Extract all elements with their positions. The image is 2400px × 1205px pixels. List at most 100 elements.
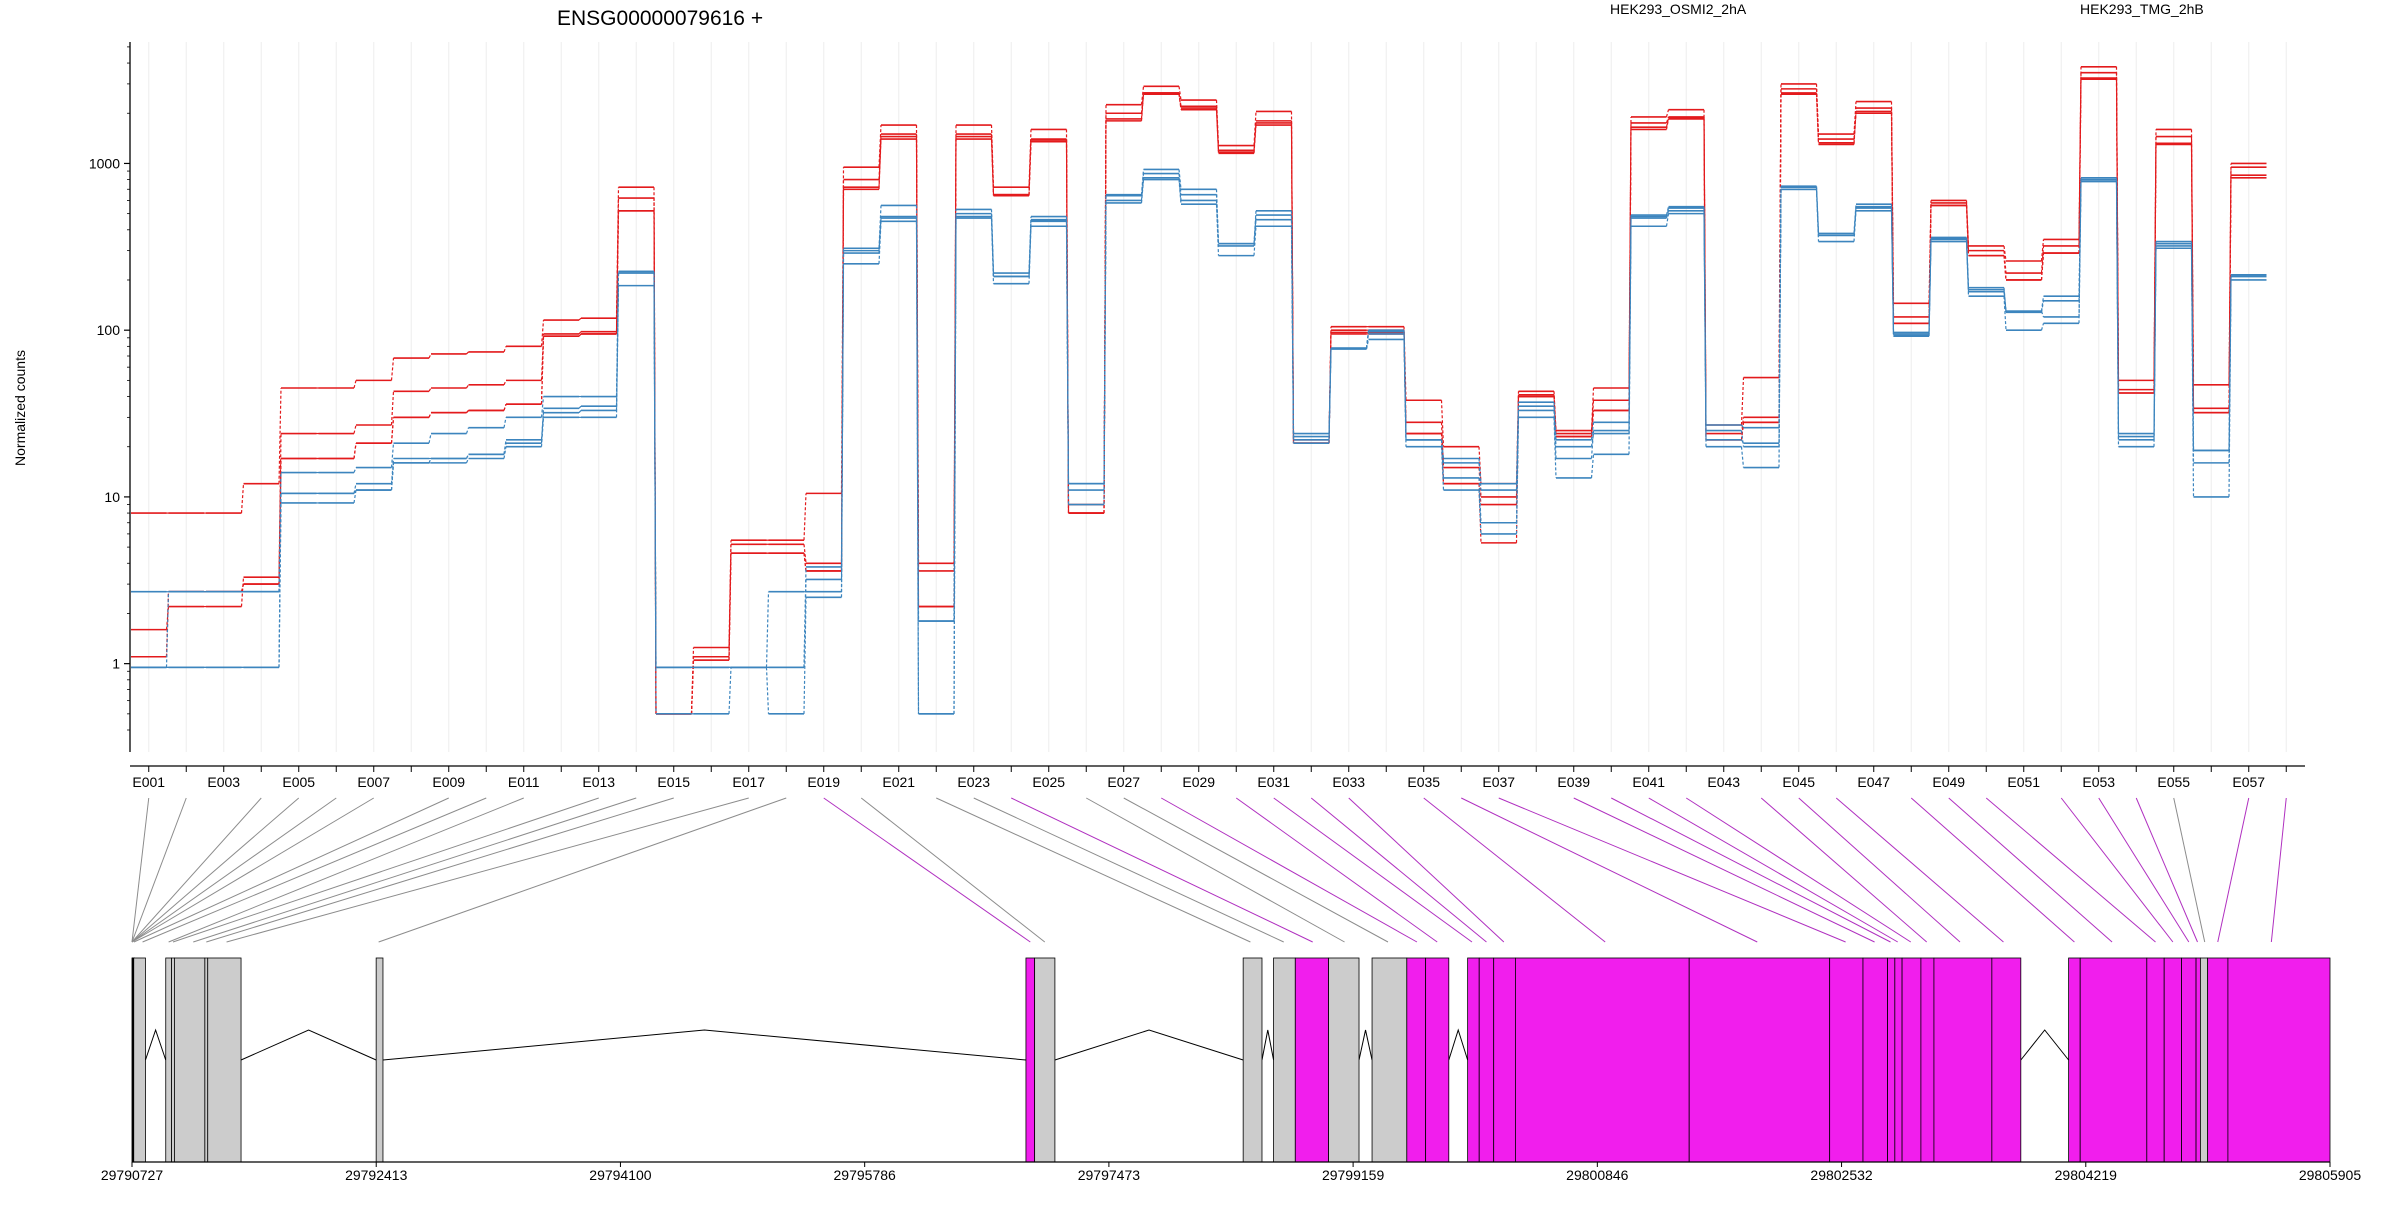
exon-link-33 <box>1685 797 1912 943</box>
series-8-connector-e018 <box>803 597 807 714</box>
series-7-connector-e010 <box>503 446 507 459</box>
exon-link-2 <box>131 797 187 943</box>
series-6-connector-e017 <box>765 591 770 668</box>
x-tick-label-e031: E031 <box>1257 774 1290 790</box>
series-8-connector-e007 <box>390 462 395 491</box>
gene-model-exon-43 <box>2207 957 2229 1163</box>
series-5-connector-e007 <box>390 458 395 484</box>
series-8-connector-e033 <box>1365 330 1370 349</box>
x-tick-label-e041: E041 <box>1632 774 1665 790</box>
series-8-connector-e014 <box>653 273 657 714</box>
gene-model-exon-42 <box>2199 957 2209 1163</box>
exon-link-1 <box>131 797 150 943</box>
series-8-connector-e034 <box>1403 330 1407 440</box>
gene-model-exon-15 <box>1034 957 1056 1163</box>
exon-link-18 <box>973 797 1284 943</box>
coordinate-label-29792413: 29792413 <box>345 1167 408 1183</box>
series-6-connector-e001 <box>165 591 170 668</box>
series-4-connector-e008 <box>428 412 432 418</box>
exon-link-38 <box>1948 797 2113 943</box>
series-8-connector-e024 <box>1028 219 1032 277</box>
series-1-connector-e028 <box>1178 86 1182 101</box>
series-8-connector-e004 <box>278 493 282 668</box>
exon-link-4 <box>131 797 300 943</box>
intron-6 <box>1358 1029 1373 1061</box>
gene-model-exon-11 <box>204 957 209 1163</box>
exon-link-12 <box>206 797 674 943</box>
series-2-connector-e008 <box>428 387 432 392</box>
series-4-connector-e046 <box>1853 111 1857 143</box>
exon-link-37 <box>1910 797 2075 943</box>
series-8-connector-e021 <box>915 218 920 714</box>
series-8-connector-e052 <box>2078 179 2082 301</box>
series-4-connector-e027 <box>1140 92 1145 119</box>
exon-link-45 <box>2270 797 2287 943</box>
series-7-connector-e051 <box>2040 323 2045 331</box>
x-tick-label-e043: E043 <box>1707 774 1740 790</box>
series-7-connector-e050 <box>2003 296 2007 331</box>
gene-model-exon-31 <box>1894 957 1903 1163</box>
exon-link-40 <box>2060 797 2174 943</box>
series-4-connector-e020 <box>878 136 882 188</box>
exon-link-6 <box>131 797 375 943</box>
series-8-connector-e037 <box>1515 410 1520 491</box>
series-5-connector-e039 <box>1590 422 1595 440</box>
exon-link-29 <box>1498 797 1846 943</box>
x-tick-label-e017: E017 <box>732 774 765 790</box>
series-1-connector-e003 <box>240 483 245 514</box>
series-1-connector-e020 <box>878 124 882 168</box>
series-4-connector-e018 <box>803 553 807 571</box>
series-4-connector-e041 <box>1665 117 1670 128</box>
gene-model-exon-27 <box>1688 957 1831 1163</box>
series-1-connector-e008 <box>428 353 432 359</box>
series-6-connector-e054 <box>2153 243 2157 440</box>
exon-link-16 <box>860 797 1046 943</box>
series-3-connector-e023 <box>990 139 995 196</box>
coordinate-label-29795786: 29795786 <box>834 1167 897 1183</box>
exon-link-21 <box>1123 797 1389 943</box>
series-8-connector-e023 <box>990 213 995 277</box>
series-8-connector-e012 <box>578 405 582 409</box>
series-1-connector-e018 <box>803 493 807 541</box>
gene-model-exon-37 <box>2079 957 2148 1163</box>
coordinate-label-29800846: 29800846 <box>1566 1167 1629 1183</box>
series-8 <box>131 172 2267 715</box>
exon-link-22 <box>1161 797 1418 943</box>
series-4-connector-e028 <box>1178 92 1182 109</box>
series-8-connector-e019 <box>840 250 845 598</box>
exon-link-9 <box>168 797 524 943</box>
series-8-connector-e050 <box>2003 289 2007 313</box>
x-tick-label-e035: E035 <box>1407 774 1440 790</box>
y-tick-label-100: 100 <box>97 322 121 338</box>
gene-model-exon-20 <box>1371 957 1408 1163</box>
gene-model-exon-13 <box>375 957 384 1163</box>
intron-1 <box>144 1028 167 1061</box>
gene-model-exon-28 <box>1829 957 1864 1163</box>
x-tick-label-e019: E019 <box>807 774 840 790</box>
series-6-connector-e037 <box>1515 406 1520 523</box>
exon-link-35 <box>1798 797 1961 943</box>
coordinate-label-29799159: 29799159 <box>1322 1167 1385 1183</box>
series-8-connector-e028 <box>1178 173 1182 195</box>
series-8-connector-e055 <box>2190 245 2195 451</box>
x-tick-label-e005: E005 <box>282 774 315 790</box>
series-8-connector-e049 <box>1965 238 1970 290</box>
series-1-connector-e035 <box>1440 400 1445 447</box>
series-6-connector-e042 <box>1703 210 1707 440</box>
series-6-connector-e050 <box>2003 291 2007 312</box>
exon-link-31 <box>1611 797 1891 943</box>
exon-link-7 <box>133 797 449 943</box>
series-1-connector-e036 <box>1478 446 1482 484</box>
exon-link-13 <box>226 797 749 943</box>
series-2-connector-e039 <box>1590 400 1595 434</box>
exon-link-26 <box>1348 797 1505 943</box>
series-6-connector-e008 <box>428 433 432 444</box>
series-3-connector-e028 <box>1178 94 1182 110</box>
exon-link-28 <box>1461 797 1758 943</box>
coordinate-label-29790727: 29790727 <box>101 1167 164 1183</box>
series-8-connector-e053 <box>2115 179 2120 437</box>
series-4-connector-e051 <box>2040 253 2045 281</box>
gene-model-exon-29 <box>1862 957 1888 1163</box>
series-8-connector-e031 <box>1290 215 1295 437</box>
exon-link-lines <box>131 797 2287 943</box>
